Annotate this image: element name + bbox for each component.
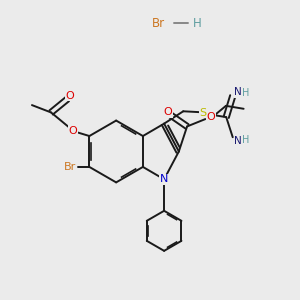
Text: N: N (160, 174, 168, 184)
Text: H: H (242, 88, 250, 98)
Text: O: O (65, 91, 74, 101)
Text: Br: Br (64, 162, 76, 172)
Text: H: H (193, 17, 202, 30)
Text: O: O (164, 107, 172, 117)
Text: N: N (234, 136, 242, 146)
Text: O: O (206, 112, 215, 122)
Text: Br: Br (152, 17, 165, 30)
Text: O: O (69, 126, 77, 136)
Text: N: N (234, 87, 242, 98)
Text: H: H (242, 135, 250, 145)
Text: S: S (200, 108, 207, 118)
